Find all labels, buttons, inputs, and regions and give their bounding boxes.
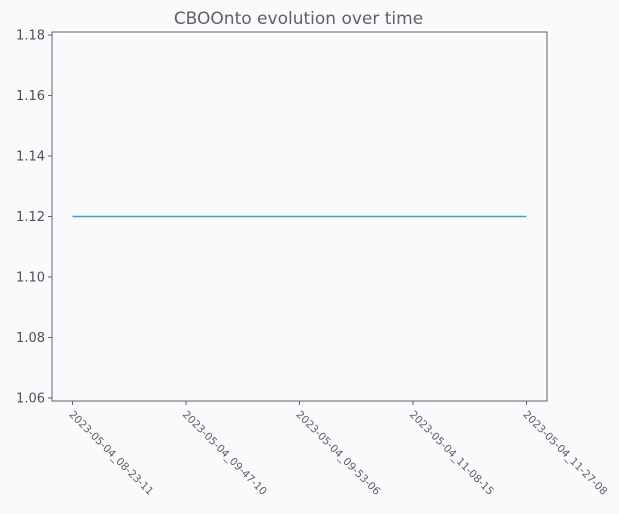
- x-tick-label: 2023-05-04_11-27-08: [520, 409, 609, 498]
- y-tick-label: 1.10: [16, 270, 45, 285]
- x-tick-label: 2023-05-04_11-08-15: [407, 409, 496, 498]
- y-tick-label: 1.08: [16, 331, 45, 346]
- x-tick-label: 2023-05-04_08-23-11: [66, 409, 155, 498]
- y-tick-label: 1.12: [16, 210, 45, 225]
- plot-area: 1.06 1.08 1.10 1.12 1.14 1.16 1.18 2023-05-04_0…: [16, 29, 609, 498]
- x-tick-label: 2023-05-04_09-47-10: [180, 409, 269, 498]
- y-tick-label: 1.14: [16, 150, 45, 165]
- y-tick-label: 1.16: [16, 89, 45, 104]
- y-tick-label: 1.18: [16, 29, 45, 44]
- chart-title: CBOOnto evolution over time: [174, 9, 423, 29]
- y-tick-label: 1.06: [16, 391, 45, 406]
- x-tick-label: 2023-05-04_09-53-06: [293, 409, 382, 498]
